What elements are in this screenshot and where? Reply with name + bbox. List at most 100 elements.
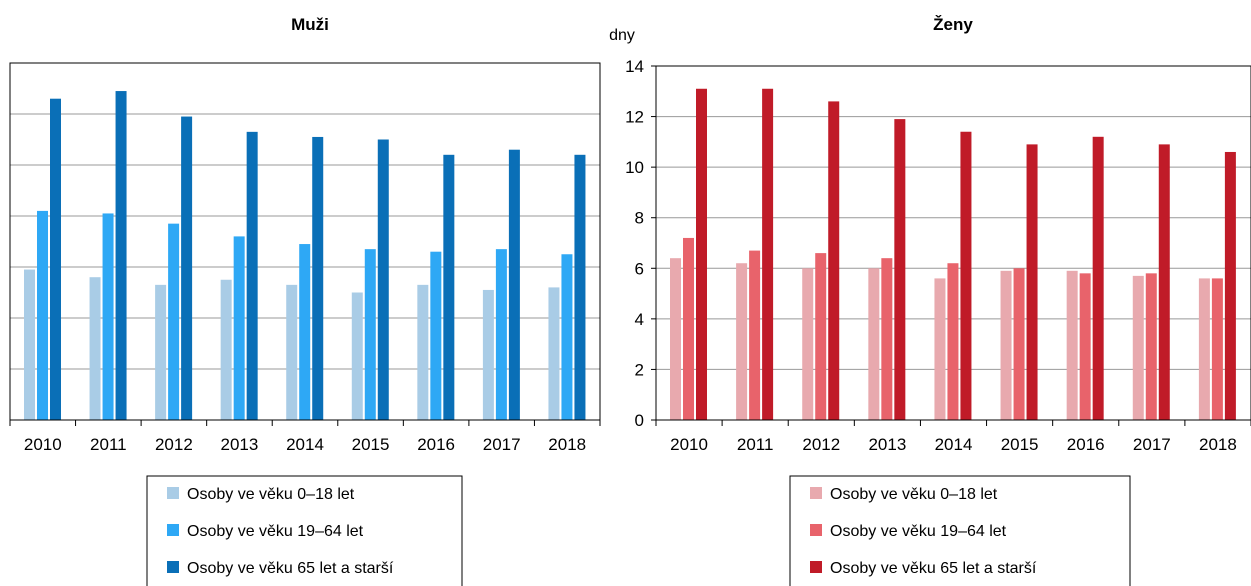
x-tick-label: 2016 xyxy=(417,435,455,454)
y-tick-label: 10 xyxy=(625,158,644,177)
x-tick-label: 2016 xyxy=(1067,435,1105,454)
bar-women-2017-s1 xyxy=(1132,275,1144,420)
bar-women-2014-s2 xyxy=(947,263,959,420)
bar-men-2012-s3 xyxy=(181,116,193,421)
bar-men-2015-s3 xyxy=(377,139,389,420)
bar-women-2018-s2 xyxy=(1211,278,1223,420)
bar-women-2010-s2 xyxy=(683,237,694,420)
bar-women-2016-s3 xyxy=(1092,136,1104,421)
legend-label: Osoby ve věku 19–64 let xyxy=(830,523,1007,540)
legend-label: Osoby ve věku 65 let a starší xyxy=(830,560,1037,577)
x-tick-label: 2011 xyxy=(90,435,127,454)
y-tick-label: 6 xyxy=(635,259,644,278)
bar-men-2010-s2 xyxy=(37,210,48,420)
bar-men-2010-s1 xyxy=(24,269,35,420)
y-axis-unit-label: dny xyxy=(609,27,635,44)
bar-women-2014-s3 xyxy=(960,131,972,420)
x-tick-label: 2010 xyxy=(24,435,62,454)
bar-women-2015-s2 xyxy=(1013,268,1025,420)
legend-swatch xyxy=(167,487,179,499)
bar-women-2012-s2 xyxy=(815,253,827,420)
x-tick-label: 2013 xyxy=(221,435,259,454)
chart-title-women: Ženy xyxy=(933,15,973,34)
bar-women-2013-s2 xyxy=(881,258,893,420)
bar-women-2018-s1 xyxy=(1198,278,1210,420)
bar-men-2016-s2 xyxy=(430,251,442,420)
bar-women-2010-s1 xyxy=(670,258,681,420)
bar-women-2017-s3 xyxy=(1158,144,1170,420)
chart-title-men: Muži xyxy=(291,15,329,34)
legend-swatch xyxy=(810,561,822,573)
bar-men-2017-s3 xyxy=(508,149,520,420)
bar-men-2011-s2 xyxy=(102,213,114,420)
legend-swatch xyxy=(167,561,179,573)
x-tick-label: 2017 xyxy=(483,435,521,454)
y-tick-label: 2 xyxy=(635,360,644,379)
bar-women-2014-s1 xyxy=(934,278,946,420)
legend-men: Osoby ve věku 0–18 let Osoby ve věku 19–6… xyxy=(146,475,463,586)
bar-women-2016-s1 xyxy=(1066,270,1078,420)
bar-men-2013-s3 xyxy=(246,131,258,420)
y-tick-label: 14 xyxy=(625,57,644,76)
plot-frame-men xyxy=(9,62,601,421)
bar-men-2016-s3 xyxy=(443,154,455,421)
x-tick-label: 2012 xyxy=(802,435,840,454)
plot-frame-women xyxy=(655,65,1251,421)
y-tick-label: 4 xyxy=(635,310,644,329)
bar-men-2014-s1 xyxy=(286,284,298,420)
x-tick-label: 2010 xyxy=(670,435,708,454)
legend-swatch xyxy=(810,487,822,499)
x-tick-label: 2013 xyxy=(868,435,906,454)
bar-men-2012-s1 xyxy=(155,284,167,420)
chart-men: Muži 2010 2011 2012 2013 2014 2015 2016 2017 201… xyxy=(9,15,601,586)
x-tick-label: 2018 xyxy=(548,435,586,454)
legend-swatch xyxy=(810,524,822,536)
bar-men-2017-s1 xyxy=(482,289,494,420)
bar-men-2015-s1 xyxy=(351,292,363,420)
bar-men-2017-s2 xyxy=(495,249,507,420)
legend-label: Osoby ve věku 0–18 let xyxy=(187,486,355,503)
x-tick-label: 2015 xyxy=(1001,435,1039,454)
legend-swatch xyxy=(167,524,179,536)
x-tick-label: 2012 xyxy=(155,435,193,454)
bar-men-2016-s1 xyxy=(417,284,429,420)
bar-men-2014-s2 xyxy=(299,244,311,420)
legend-label: Osoby ve věku 65 let a starší xyxy=(187,560,394,577)
x-tick-label: 2018 xyxy=(1199,435,1237,454)
bar-women-2013-s3 xyxy=(894,119,906,420)
bar-women-2013-s1 xyxy=(868,268,880,420)
bar-women-2011-s2 xyxy=(749,250,761,420)
legend-box xyxy=(146,475,463,586)
x-tick-label: 2017 xyxy=(1133,435,1171,454)
bar-men-2010-s3 xyxy=(50,98,61,420)
y-tick-label: 12 xyxy=(625,108,644,127)
x-tick-label: 2014 xyxy=(935,435,973,454)
legend-label: Osoby ve věku 0–18 let xyxy=(830,486,998,503)
bar-men-2013-s1 xyxy=(220,279,232,420)
bar-men-2013-s2 xyxy=(233,236,245,420)
x-tick-label: 2011 xyxy=(737,435,774,454)
legend-women: Osoby ve věku 0–18 let Osoby ve věku 19–6… xyxy=(789,475,1131,586)
x-tick-label: 2015 xyxy=(352,435,390,454)
bar-women-2011-s1 xyxy=(736,263,748,420)
chart-women: Ženy dny 0 2 4 6 8 10 12 14 2010 2011 2012 2013 201… xyxy=(609,15,1251,586)
bar-women-2015-s1 xyxy=(1000,270,1012,420)
bar-men-2012-s2 xyxy=(168,223,180,420)
bar-women-2018-s3 xyxy=(1224,151,1236,420)
bar-men-2011-s3 xyxy=(115,91,127,421)
bar-women-2012-s1 xyxy=(802,268,814,420)
bar-men-2018-s1 xyxy=(548,287,560,420)
bar-men-2015-s2 xyxy=(364,249,376,420)
bar-men-2018-s3 xyxy=(574,154,586,421)
legend-label: Osoby ve věku 19–64 let xyxy=(187,523,364,540)
bar-women-2012-s3 xyxy=(828,101,840,421)
legend-box xyxy=(789,475,1131,586)
bar-women-2017-s2 xyxy=(1145,273,1157,420)
bar-women-2011-s3 xyxy=(762,88,774,420)
x-tick-label: 2014 xyxy=(286,435,324,454)
bar-men-2018-s2 xyxy=(561,254,573,420)
y-tick-label: 8 xyxy=(635,209,644,228)
bar-men-2011-s1 xyxy=(89,277,101,420)
bar-women-2015-s3 xyxy=(1026,144,1038,420)
